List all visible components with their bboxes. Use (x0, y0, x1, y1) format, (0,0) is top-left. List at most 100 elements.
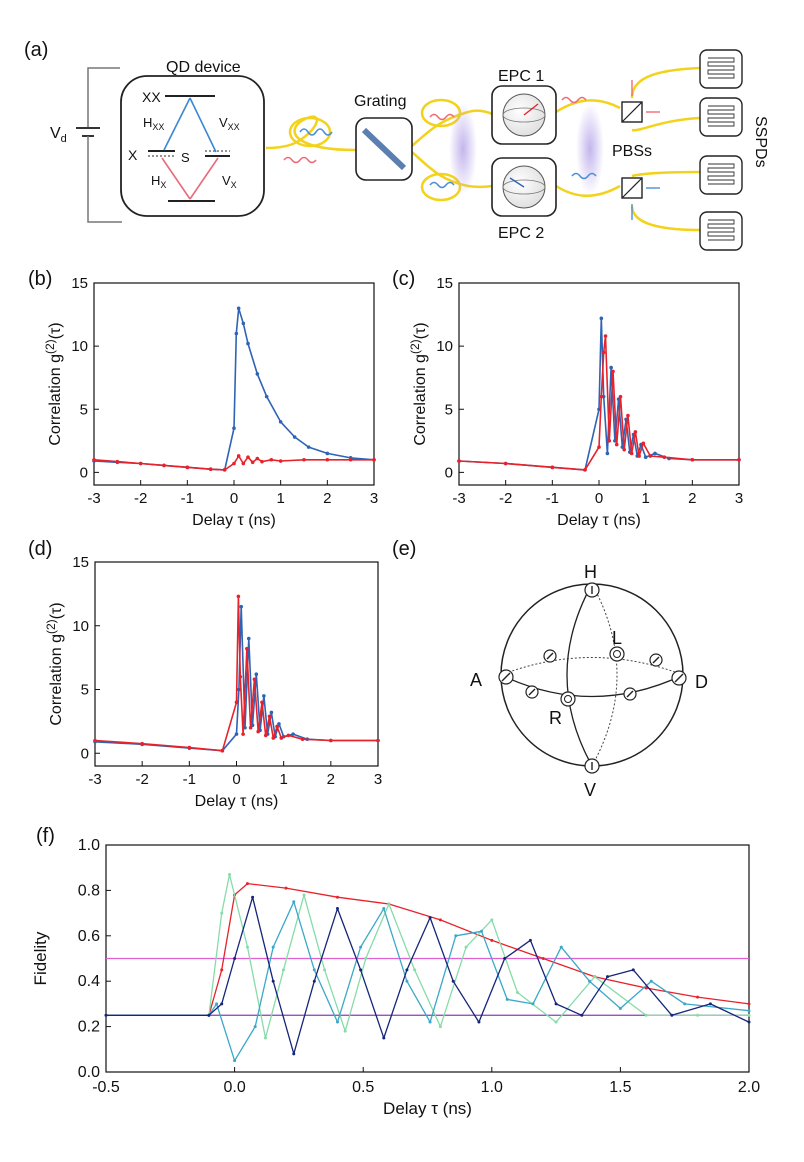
bloch-r-label: R (549, 708, 562, 728)
vx-label: V (222, 173, 231, 188)
x-tick-label: -2 (499, 490, 512, 507)
data-point (477, 1020, 481, 1024)
data-point (271, 979, 275, 983)
data-point (554, 1002, 558, 1006)
data-point (292, 900, 296, 904)
data-point (737, 457, 741, 462)
data-point (241, 461, 246, 466)
epc2-label: EPC 2 (498, 225, 544, 242)
data-point (234, 331, 239, 336)
data-point (104, 1013, 108, 1017)
data-point (284, 886, 288, 890)
x-tick-label: -3 (87, 490, 100, 507)
data-point (382, 907, 386, 911)
data-point (92, 457, 96, 462)
y-tick-label: 0.0 (78, 1064, 100, 1081)
data-point (271, 736, 276, 740)
data-point (269, 457, 274, 462)
data-point (246, 636, 251, 641)
y-tick-label: 5 (80, 401, 88, 418)
data-point (271, 945, 275, 949)
y-tick-label: 15 (71, 275, 88, 292)
data-point (643, 455, 648, 460)
data-point (438, 1025, 442, 1029)
data-point (606, 975, 610, 979)
data-point (239, 604, 244, 609)
data-point (262, 694, 266, 698)
data-point (683, 1002, 687, 1006)
bloch-h-label: H (584, 562, 597, 582)
data-point (278, 420, 283, 424)
y-tick-label: 15 (436, 275, 453, 292)
data-point (234, 732, 239, 736)
data-point (359, 945, 363, 949)
data-point (140, 741, 144, 746)
data-point (220, 748, 225, 753)
x-tick-label: -1 (181, 490, 194, 507)
x-label: X (128, 147, 138, 163)
data-point (220, 1002, 224, 1006)
data-point (300, 737, 305, 742)
epc-1-box: EPC 1 (491, 68, 557, 145)
data-point (747, 1013, 751, 1017)
pbss-label: PBSs (612, 143, 652, 160)
data-point (256, 729, 260, 734)
grating-box: Grating (354, 93, 413, 181)
qd-device-label: QD device (166, 59, 241, 76)
data-point (490, 918, 494, 922)
y-tick-label: 10 (71, 338, 88, 355)
data-point (605, 451, 610, 456)
data-point (302, 457, 306, 462)
data-point (207, 1013, 211, 1017)
data-point (588, 979, 592, 983)
bloch-d-label: D (695, 672, 708, 692)
x-tick-label: -2 (134, 490, 147, 507)
x-tick-label: 1.5 (609, 1079, 631, 1096)
y-tick-label: 5 (81, 682, 89, 699)
qd-device-box: QD device XX X S HXX VXX HX VX (120, 59, 265, 217)
hx-label: H (151, 173, 160, 188)
y-axis-label: Correlation g(2)(τ) (408, 322, 429, 445)
data-point (233, 1059, 237, 1063)
y-tick-label: 0 (445, 464, 453, 481)
x-tick-label: 2 (688, 490, 696, 507)
data-point (359, 968, 363, 972)
data-point (372, 457, 376, 462)
data-point (267, 714, 272, 719)
data-point (405, 979, 409, 983)
data-point (601, 350, 606, 355)
data-point (335, 1020, 339, 1024)
glow-1 (449, 103, 477, 195)
data-point (237, 687, 241, 692)
y-tick-label: 0.4 (78, 973, 100, 990)
data-point (245, 882, 249, 886)
glow-2 (576, 103, 604, 195)
data-point (245, 945, 249, 949)
data-point (236, 594, 241, 599)
data-point (609, 365, 613, 370)
data-point (708, 1002, 712, 1006)
svg-text:Vd: Vd (50, 125, 67, 145)
data-point (631, 968, 635, 972)
bloch-v-label: V (584, 780, 596, 800)
data-point (255, 456, 260, 461)
x-tick-label: 1.0 (481, 1079, 503, 1096)
pbs-cubes: PBSs (612, 80, 660, 220)
data-point (490, 938, 494, 942)
data-point (641, 441, 646, 446)
data-point (281, 968, 285, 972)
x-tick-label: 3 (374, 771, 382, 788)
data-point (528, 938, 532, 942)
x-tick-label: 1 (276, 490, 284, 507)
data-point (457, 459, 461, 463)
data-point (531, 1002, 535, 1006)
panel-label-c: (c) (392, 268, 415, 290)
data-point (245, 646, 249, 651)
data-point (185, 465, 190, 470)
data-point (246, 341, 250, 346)
x-tick-label: 2.0 (738, 1079, 760, 1096)
series-line-navy-oscillation (106, 896, 750, 1055)
data-point (541, 957, 545, 960)
data-point (593, 975, 597, 979)
svg-text:HXX: HXX (143, 115, 164, 132)
